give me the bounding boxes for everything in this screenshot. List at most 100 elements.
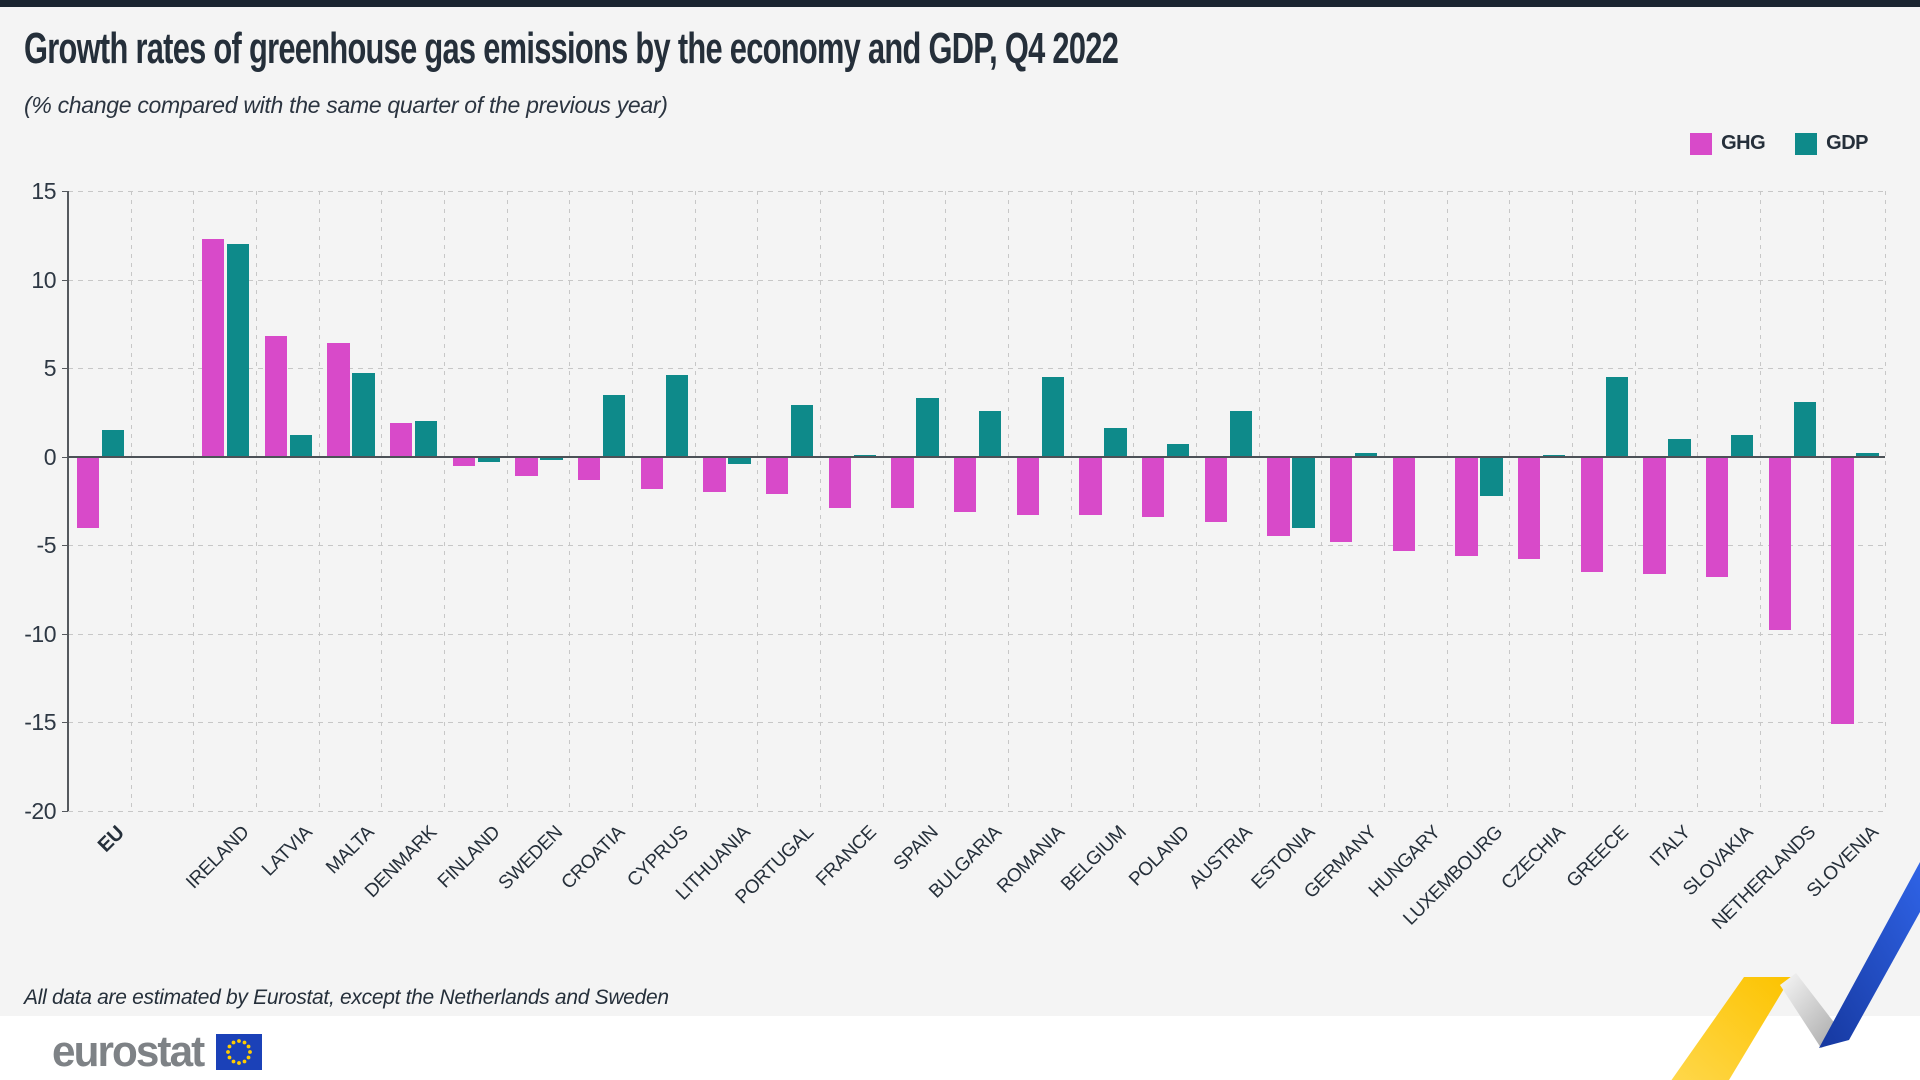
zero-baseline — [68, 455, 1886, 458]
legend-label-gdp: GDP — [1826, 132, 1868, 154]
v-gridline — [882, 191, 884, 811]
v-gridline — [1885, 191, 1887, 811]
v-gridline — [1760, 191, 1762, 811]
bar-ghg-eu — [76, 456, 99, 528]
v-gridline — [1446, 191, 1448, 811]
v-gridline — [256, 191, 257, 811]
bar-ghg-denmark — [389, 423, 413, 457]
legend-swatch-gdp — [1795, 132, 1818, 155]
footer-strip — [0, 1016, 1920, 1080]
bar-ghg-france — [828, 456, 852, 509]
bar-gdp-belgium — [1104, 428, 1127, 457]
v-gridline — [820, 191, 822, 811]
bar-ghg-croatia — [577, 456, 601, 480]
x-label-ireland: IRELAND — [182, 822, 254, 894]
x-label-romania: ROMANIA — [992, 822, 1069, 898]
v-gridline — [193, 191, 195, 811]
v-gridline — [757, 191, 759, 811]
y-axis-tickmark — [62, 368, 68, 370]
v-gridline — [1697, 191, 1699, 811]
v-gridline — [1008, 191, 1010, 811]
x-label-france: FRANCE — [811, 822, 881, 891]
x-label-czechia: CZECHIA — [1497, 822, 1570, 894]
v-gridline — [1070, 191, 1072, 811]
h-gridline — [68, 722, 1886, 724]
bar-ghg-romania — [1016, 456, 1040, 516]
bar-ghg-ireland — [201, 238, 225, 457]
v-gridline — [1572, 191, 1574, 811]
bar-ghg-austria — [1204, 456, 1228, 523]
v-gridline — [569, 191, 571, 811]
x-label-croatia: CROATIA — [557, 822, 630, 894]
chart-legend: GHG GDP — [1690, 132, 1868, 155]
footnote: All data are estimated by Eurostat, exce… — [24, 986, 669, 1009]
v-gridline — [1133, 191, 1135, 811]
bar-gdp-eu — [101, 430, 124, 457]
y-axis-tickmark — [62, 722, 68, 724]
bar-gdp-slovakia — [1730, 435, 1754, 457]
x-label-latvia: LATVIA — [257, 822, 317, 881]
y-axis-tick-label: 10 — [31, 266, 56, 293]
bar-ghg-slovenia — [1831, 456, 1854, 725]
bar-ghg-germany — [1329, 456, 1353, 542]
ribbon-yellow-segment — [1671, 977, 1791, 1080]
y-axis-tickmark — [62, 811, 68, 812]
x-label-poland: POLAND — [1125, 822, 1194, 891]
bar-gdp-estonia — [1292, 456, 1315, 528]
v-gridline — [1634, 191, 1636, 811]
eurostat-logo: eurostat — [52, 1030, 262, 1074]
bar-gdp-denmark — [414, 421, 438, 457]
v-gridline — [444, 191, 446, 811]
legend-swatch-ghg — [1690, 132, 1713, 155]
y-axis-tickmark — [62, 191, 68, 192]
y-axis-tick-label: -5 — [36, 532, 57, 559]
y-axis-tick-label: 5 — [43, 355, 57, 382]
bar-gdp-greece — [1605, 377, 1629, 457]
legend-item-gdp: GDP — [1795, 132, 1868, 155]
bar-gdp-austria — [1229, 410, 1253, 457]
bar-gdp-luxembourg — [1480, 456, 1503, 496]
bar-gdp-croatia — [602, 394, 626, 457]
bar-ghg-luxembourg — [1455, 456, 1478, 556]
h-gridline — [68, 279, 1886, 281]
bar-ghg-malta — [327, 343, 350, 457]
bar-gdp-cyprus — [665, 375, 689, 457]
bar-gdp-bulgaria — [978, 410, 1002, 457]
bar-ghg-bulgaria — [953, 456, 977, 512]
v-gridline — [632, 191, 634, 811]
page-subtitle: (% change compared with the same quarter… — [24, 92, 668, 118]
x-label-eu: EU — [94, 822, 129, 857]
v-gridline — [945, 191, 947, 811]
h-gridline — [68, 191, 1886, 192]
v-gridline — [1321, 191, 1323, 811]
bar-gdp-italy — [1668, 439, 1691, 457]
bar-gdp-portugal — [790, 405, 814, 457]
bar-gdp-germany — [1354, 453, 1378, 457]
top-accent-strip — [0, 0, 1920, 7]
bar-ghg-netherlands — [1768, 456, 1792, 631]
bar-gdp-finland — [477, 456, 501, 463]
bar-ghg-czechia — [1517, 456, 1541, 560]
bar-gdp-latvia — [289, 435, 312, 457]
bar-ghg-estonia — [1267, 456, 1290, 537]
bar-gdp-poland — [1166, 444, 1190, 457]
bar-ghg-sweden — [515, 456, 538, 477]
bar-ghg-finland — [452, 456, 476, 466]
bar-gdp-netherlands — [1793, 401, 1817, 457]
y-axis-tickmark — [62, 545, 68, 547]
eu-flag-icon — [215, 1034, 262, 1070]
v-gridline — [1384, 191, 1386, 811]
bar-ghg-greece — [1580, 456, 1604, 572]
h-gridline — [68, 811, 1886, 812]
bar-gdp-spain — [916, 398, 939, 457]
y-axis-tick-label: 0 — [43, 443, 57, 470]
y-axis-line — [67, 191, 69, 811]
bar-ghg-portugal — [765, 456, 789, 494]
y-axis-tick-label: 15 — [31, 178, 56, 204]
decorative-zigzag-ribbon — [1671, 862, 1920, 1080]
v-gridline — [506, 191, 508, 811]
x-label-sweden: SWEDEN — [494, 822, 567, 895]
v-gridline — [1822, 191, 1824, 811]
v-gridline — [1509, 191, 1511, 811]
